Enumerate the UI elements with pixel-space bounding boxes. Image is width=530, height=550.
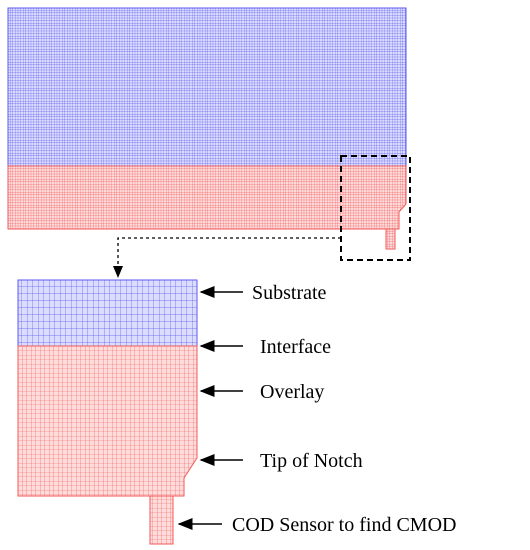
substrate-layer	[7, 7, 407, 167]
zoomed-substrate-layer	[17, 279, 198, 347]
zoom-connector-arrowhead	[113, 266, 123, 278]
substrate-label: Substrate	[252, 282, 327, 304]
cod-sensor-small	[385, 228, 396, 250]
overlay-layer	[7, 165, 407, 230]
zoomed-overlay-layer	[17, 345, 198, 497]
specimen-mesh	[7, 7, 407, 250]
cod-sensor-label: COD Sensor to find CMOD	[232, 514, 456, 536]
zoomed-cod-sensor	[149, 495, 174, 545]
interface-label: Interface	[260, 336, 331, 358]
overlay-label: Overlay	[260, 381, 324, 403]
zoom-connector-line	[117, 237, 341, 266]
tip-of-notch-label: Tip of Notch	[260, 450, 363, 472]
zoom-region-box	[340, 155, 411, 261]
annotation-arrows	[177, 286, 243, 530]
zoomed-mesh	[17, 279, 198, 545]
